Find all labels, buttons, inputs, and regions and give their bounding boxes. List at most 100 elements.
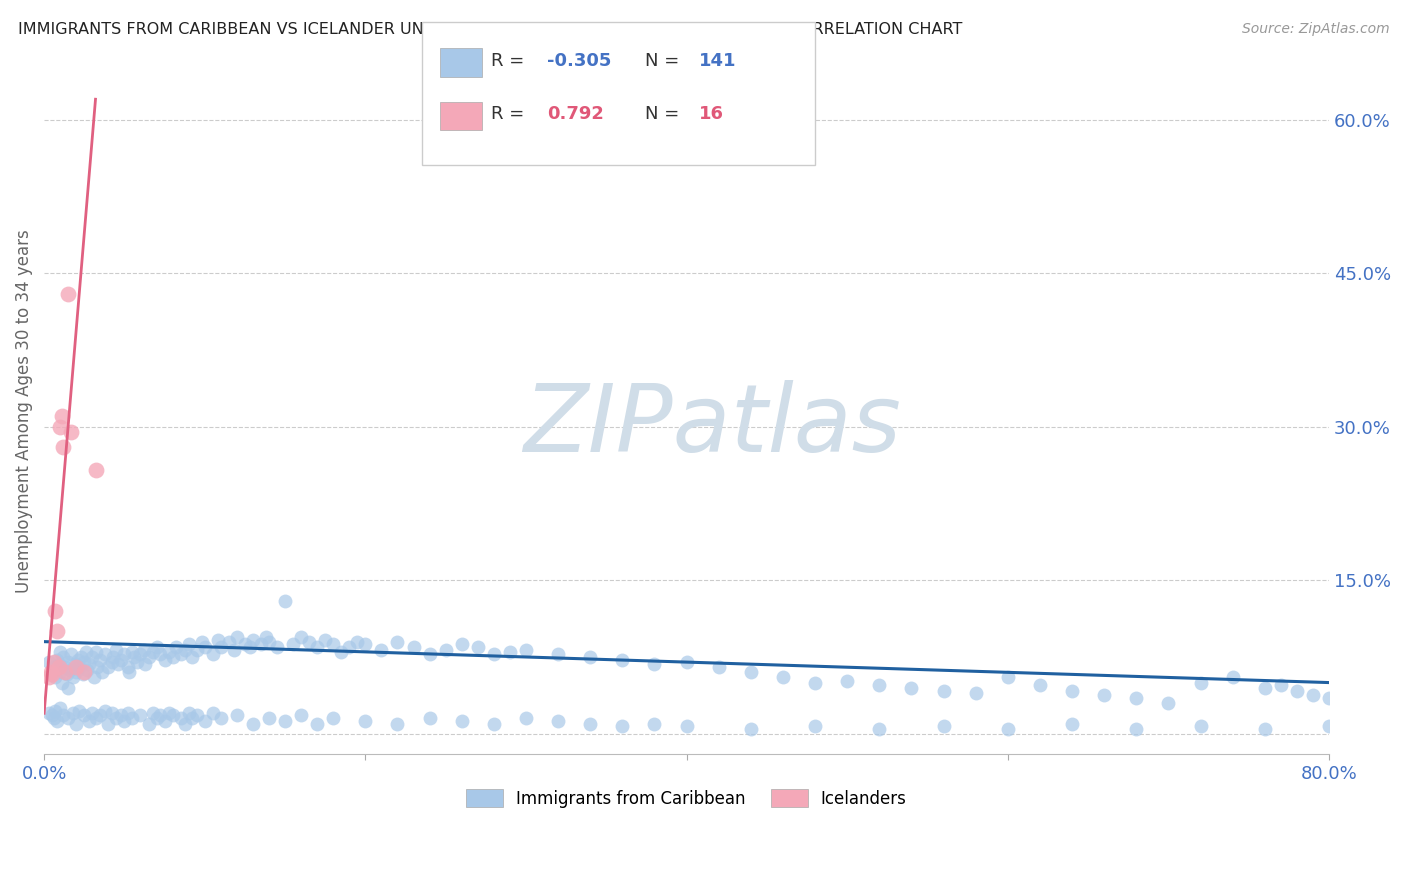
Point [515, 642, 537, 657]
Point [482, 647, 505, 661]
Point [51, 409, 73, 424]
Text: N =: N = [645, 52, 685, 70]
Point [49, 419, 72, 434]
Point [201, 706, 224, 721]
Point [900, 681, 922, 695]
Point [274, 714, 297, 729]
Point [346, 634, 368, 648]
Point [612, 653, 634, 667]
Point [105, 642, 128, 657]
Point [41, 708, 63, 723]
Point [298, 634, 321, 648]
Point [101, 650, 124, 665]
Point [177, 706, 200, 721]
Point [49, 665, 72, 680]
Point [290, 708, 312, 723]
Point [387, 634, 409, 648]
Point [740, 665, 762, 680]
Point [53, 660, 76, 674]
Point [41, 665, 63, 680]
Text: 16: 16 [699, 105, 724, 123]
Point [62, 706, 84, 721]
Point [142, 706, 165, 721]
Point [1302, 688, 1324, 702]
Point [46, 714, 69, 729]
Point [233, 637, 256, 651]
Point [643, 657, 665, 672]
Point [39, 665, 62, 680]
Point [60, 647, 83, 661]
Point [467, 640, 489, 654]
Point [174, 642, 197, 657]
Point [218, 634, 240, 648]
Point [66, 653, 89, 667]
Point [100, 655, 122, 669]
Point [579, 650, 602, 665]
Point [97, 660, 120, 674]
Point [547, 647, 569, 661]
Point [169, 647, 191, 661]
Point [868, 722, 890, 736]
Point [1317, 690, 1340, 705]
Point [59, 663, 82, 677]
Point [73, 665, 96, 680]
Point [48, 660, 70, 674]
Point [314, 632, 336, 647]
Point [110, 708, 132, 723]
Text: R =: R = [491, 52, 530, 70]
Point [180, 711, 202, 725]
Point [201, 647, 224, 661]
Point [58, 681, 80, 695]
Point [257, 711, 280, 725]
Point [772, 670, 794, 684]
Text: -0.305: -0.305 [547, 52, 612, 70]
Point [48, 657, 70, 672]
Point [72, 667, 94, 681]
Point [46, 624, 69, 639]
Point [63, 657, 86, 672]
Point [997, 670, 1019, 684]
Point [186, 642, 208, 657]
Point [868, 678, 890, 692]
Point [1254, 681, 1277, 695]
Point [207, 632, 229, 647]
Point [1157, 696, 1180, 710]
Point [254, 630, 277, 644]
Text: R =: R = [491, 105, 536, 123]
Point [49, 645, 72, 659]
Point [94, 647, 117, 661]
Point [1270, 678, 1292, 692]
Point [322, 637, 344, 651]
Point [69, 660, 91, 674]
Point [90, 665, 112, 680]
Point [434, 642, 457, 657]
Point [89, 653, 111, 667]
Point [177, 637, 200, 651]
Point [41, 667, 63, 681]
Text: 0.792: 0.792 [547, 105, 603, 123]
Point [105, 711, 128, 725]
Point [112, 647, 135, 661]
Point [675, 655, 697, 669]
Point [53, 665, 76, 680]
Point [38, 706, 60, 721]
Point [60, 425, 83, 439]
Point [337, 640, 360, 654]
Point [65, 665, 87, 680]
Point [73, 708, 96, 723]
Point [225, 708, 247, 723]
Point [180, 650, 202, 665]
Point [138, 650, 160, 665]
Point [579, 716, 602, 731]
Point [450, 714, 472, 729]
Point [112, 714, 135, 729]
Point [145, 640, 167, 654]
Point [643, 716, 665, 731]
Point [515, 711, 537, 725]
Point [612, 718, 634, 732]
Point [209, 711, 232, 725]
Point [804, 718, 827, 732]
Point [52, 708, 75, 723]
Point [129, 647, 152, 661]
Text: N =: N = [645, 105, 692, 123]
